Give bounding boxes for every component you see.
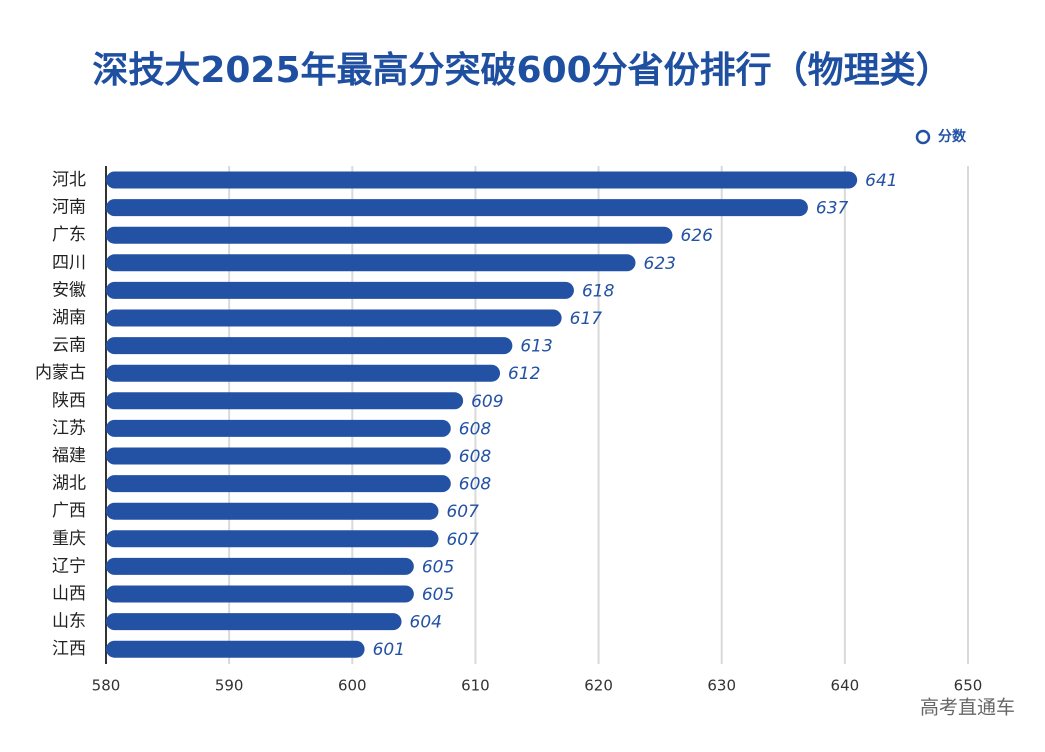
bar bbox=[106, 613, 402, 631]
y-tick-label: 陕西 bbox=[52, 391, 86, 411]
x-tick-label: 610 bbox=[461, 677, 490, 695]
value-label: 617 bbox=[570, 309, 603, 329]
x-tick-label: 650 bbox=[954, 677, 983, 695]
bar bbox=[106, 502, 439, 520]
chart-title: 深技大2025年最高分突破600分省份排行（物理类） bbox=[92, 50, 951, 91]
bar bbox=[106, 475, 451, 493]
y-tick-label: 江西 bbox=[52, 639, 86, 659]
y-tick-label: 内蒙古 bbox=[35, 363, 86, 383]
y-tick-label: 广东 bbox=[52, 225, 86, 245]
value-label: 604 bbox=[410, 613, 442, 633]
legend-label: 分数 bbox=[938, 128, 967, 145]
y-tick-label: 重庆 bbox=[52, 529, 86, 549]
value-label: 608 bbox=[459, 447, 492, 467]
bar bbox=[106, 419, 451, 437]
legend-marker bbox=[915, 129, 931, 145]
y-tick-label: 河南 bbox=[52, 198, 86, 218]
y-tick-label: 云南 bbox=[52, 336, 86, 356]
bar bbox=[106, 337, 513, 355]
bar bbox=[106, 640, 365, 658]
bar bbox=[106, 392, 464, 410]
x-tick-label: 640 bbox=[831, 677, 860, 695]
value-label: 605 bbox=[422, 585, 454, 605]
y-tick-label: 湖南 bbox=[52, 308, 86, 328]
value-label: 613 bbox=[520, 337, 552, 357]
y-tick-label: 湖北 bbox=[52, 474, 86, 494]
value-label: 608 bbox=[459, 419, 492, 439]
bar bbox=[106, 364, 501, 382]
y-tick-label: 江苏 bbox=[52, 418, 86, 438]
y-tick-label: 广西 bbox=[52, 501, 86, 521]
bar bbox=[106, 309, 562, 327]
y-tick-label: 四川 bbox=[52, 253, 86, 273]
y-tick-label: 河北 bbox=[52, 170, 86, 190]
value-label: 607 bbox=[446, 530, 479, 550]
x-tick-label: 590 bbox=[215, 677, 244, 695]
bar bbox=[106, 447, 451, 465]
value-label: 618 bbox=[582, 281, 615, 301]
x-tick-label: 630 bbox=[707, 677, 736, 695]
x-tick-label: 580 bbox=[92, 677, 121, 695]
bar bbox=[106, 530, 439, 548]
y-tick-label: 福建 bbox=[52, 446, 86, 466]
value-label: 605 bbox=[422, 557, 454, 577]
bar bbox=[106, 226, 673, 244]
value-label: 637 bbox=[816, 199, 849, 219]
value-label: 608 bbox=[459, 475, 492, 495]
bar bbox=[106, 557, 414, 575]
value-label: 612 bbox=[508, 364, 540, 384]
y-tick-label: 辽宁 bbox=[52, 556, 86, 576]
bar bbox=[106, 171, 858, 189]
y-tick-label: 安徽 bbox=[52, 280, 86, 300]
watermark: 高考直通车 bbox=[920, 697, 1015, 719]
value-label: 607 bbox=[446, 502, 479, 522]
x-tick-label: 600 bbox=[338, 677, 367, 695]
x-tick-label: 620 bbox=[584, 677, 613, 695]
value-label: 623 bbox=[644, 254, 676, 274]
y-tick-label: 山西 bbox=[52, 584, 86, 604]
bar bbox=[106, 254, 636, 272]
bar bbox=[106, 281, 574, 299]
value-label: 609 bbox=[471, 392, 503, 412]
y-tick-label: 山东 bbox=[52, 612, 86, 632]
value-label: 641 bbox=[865, 171, 897, 191]
bar bbox=[106, 585, 414, 603]
value-label: 626 bbox=[680, 226, 713, 246]
bar bbox=[106, 199, 808, 217]
value-label: 601 bbox=[373, 640, 405, 660]
